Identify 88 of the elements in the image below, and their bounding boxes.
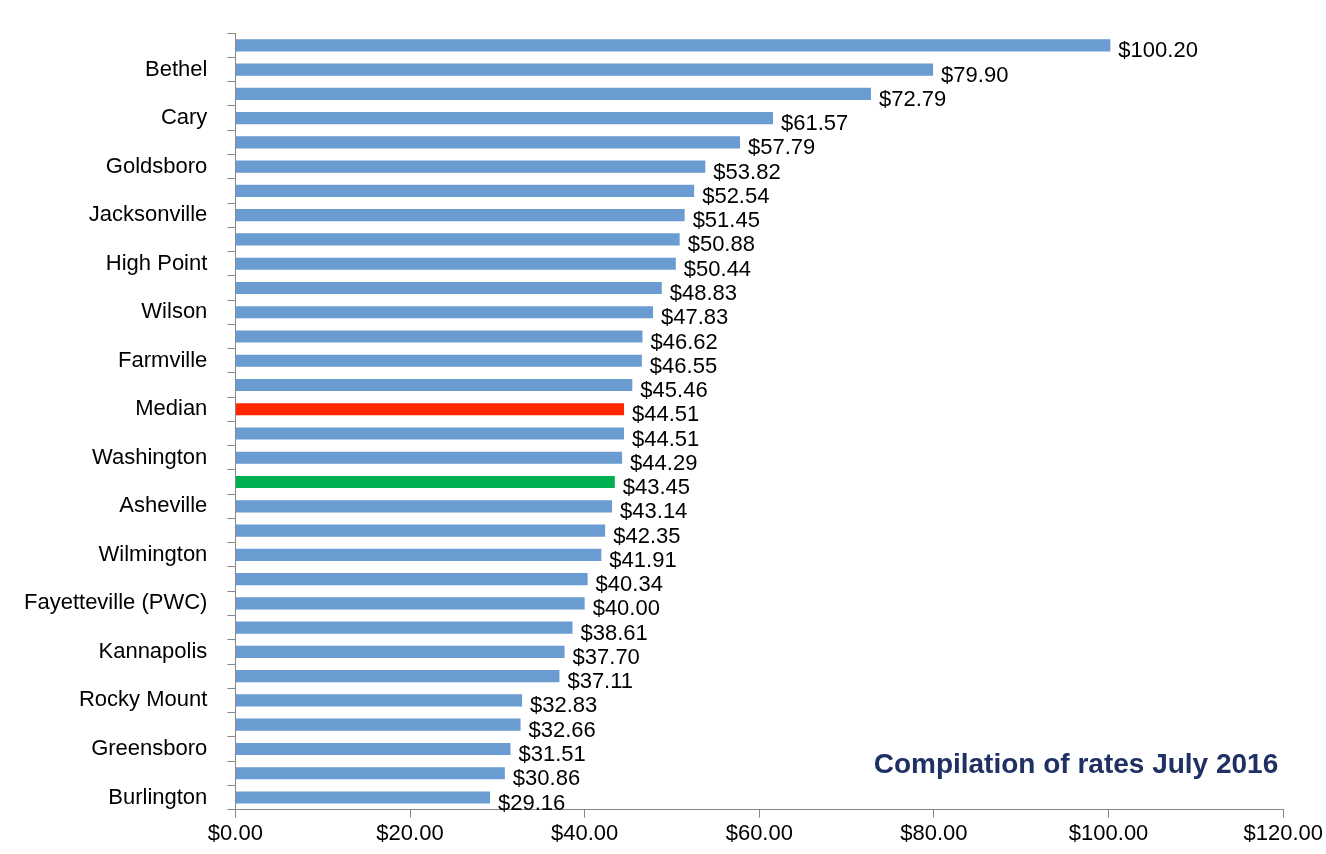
y-tick-label: Rocky Mount bbox=[78, 686, 208, 712]
data-label: $32.83 bbox=[530, 692, 598, 718]
x-tick-label: $0.00 bbox=[207, 819, 263, 845]
bar bbox=[235, 403, 625, 416]
bar bbox=[235, 573, 588, 586]
y-tick-label: Washington bbox=[91, 443, 208, 469]
bar bbox=[235, 257, 676, 270]
bar bbox=[235, 718, 521, 731]
data-label: $42.35 bbox=[613, 522, 681, 548]
data-label: $44.51 bbox=[632, 401, 700, 427]
bar bbox=[235, 597, 585, 610]
data-label: $53.82 bbox=[713, 158, 781, 184]
bar bbox=[235, 500, 613, 513]
y-tick-label: Asheville bbox=[119, 492, 208, 518]
bar bbox=[235, 330, 643, 343]
y-tick-label: Bethel bbox=[144, 55, 208, 81]
bar bbox=[235, 670, 560, 683]
bar bbox=[235, 233, 680, 246]
bar bbox=[235, 791, 490, 804]
data-label: $37.70 bbox=[572, 643, 640, 669]
annotation: Compilation of rates July 2016 bbox=[873, 748, 1279, 780]
bar bbox=[235, 112, 774, 125]
bar bbox=[235, 475, 615, 489]
y-tick-label: Greensboro bbox=[91, 735, 208, 761]
data-label: $32.66 bbox=[528, 716, 596, 742]
y-tick-label: Fayetteville (PWC) bbox=[24, 589, 208, 615]
y-tick-label: High Point bbox=[105, 249, 208, 275]
data-label: $79.90 bbox=[941, 61, 1009, 87]
bar bbox=[235, 184, 695, 197]
x-tick-label: $40.00 bbox=[551, 819, 619, 845]
bar bbox=[235, 306, 654, 319]
bar bbox=[235, 645, 565, 658]
data-label: $43.14 bbox=[620, 498, 688, 524]
y-tick-label: Burlington bbox=[108, 783, 208, 809]
data-label: $40.00 bbox=[592, 595, 660, 621]
data-label: $100.20 bbox=[1118, 37, 1198, 63]
data-label: $52.54 bbox=[702, 182, 770, 208]
bar bbox=[235, 742, 511, 756]
data-label: $30.86 bbox=[512, 765, 581, 791]
data-label: $38.61 bbox=[580, 619, 648, 645]
data-label: $48.83 bbox=[669, 280, 738, 306]
x-tick-label: $60.00 bbox=[725, 819, 793, 845]
bar bbox=[235, 281, 662, 295]
x-tick-label: $20.00 bbox=[376, 819, 444, 845]
bar bbox=[235, 427, 625, 440]
y-tick-label: Cary bbox=[160, 104, 208, 130]
bar bbox=[235, 87, 871, 100]
bar bbox=[235, 524, 606, 537]
bar bbox=[235, 378, 633, 392]
data-label: $45.46 bbox=[640, 377, 708, 403]
x-tick-label: $100.00 bbox=[1068, 819, 1149, 845]
y-tick-label: Wilmington bbox=[98, 540, 208, 566]
data-label: $47.83 bbox=[661, 304, 729, 330]
bar bbox=[235, 354, 642, 367]
x-tick-label: $120.00 bbox=[1243, 819, 1323, 845]
data-label: $50.44 bbox=[683, 255, 752, 281]
data-label: $43.45 bbox=[622, 474, 691, 500]
data-label: $57.79 bbox=[748, 134, 816, 160]
data-label: $50.88 bbox=[687, 231, 755, 257]
data-label: $44.51 bbox=[632, 425, 700, 451]
bar bbox=[235, 160, 706, 173]
y-tick-label: Jacksonville bbox=[88, 201, 208, 227]
data-label: $29.16 bbox=[497, 789, 566, 815]
data-label: $40.34 bbox=[595, 571, 663, 597]
data-label: $46.62 bbox=[650, 328, 718, 354]
data-label: $61.57 bbox=[781, 110, 849, 136]
data-label: $46.55 bbox=[649, 352, 718, 378]
y-tick-label: Goldsboro bbox=[105, 152, 208, 178]
y-tick-label: Farmville bbox=[118, 346, 208, 372]
y-tick-label: Median bbox=[135, 395, 208, 421]
bar bbox=[235, 63, 934, 76]
data-label: $72.79 bbox=[878, 85, 947, 111]
bar bbox=[235, 39, 1111, 52]
y-tick-label: Wilson bbox=[141, 298, 208, 324]
bar bbox=[235, 694, 523, 707]
data-label: $51.45 bbox=[692, 207, 760, 233]
y-tick-label: Kannapolis bbox=[98, 637, 208, 663]
bar bbox=[235, 621, 573, 634]
bar bbox=[235, 209, 685, 222]
bar bbox=[235, 136, 740, 149]
bar bbox=[235, 451, 623, 464]
data-label: $37.11 bbox=[567, 668, 634, 694]
bar bbox=[235, 548, 602, 561]
data-label: $44.29 bbox=[630, 449, 698, 475]
data-label: $41.91 bbox=[609, 546, 677, 572]
x-tick-label: $80.00 bbox=[900, 819, 968, 845]
data-label: $31.51 bbox=[518, 741, 586, 767]
bar bbox=[235, 767, 505, 780]
